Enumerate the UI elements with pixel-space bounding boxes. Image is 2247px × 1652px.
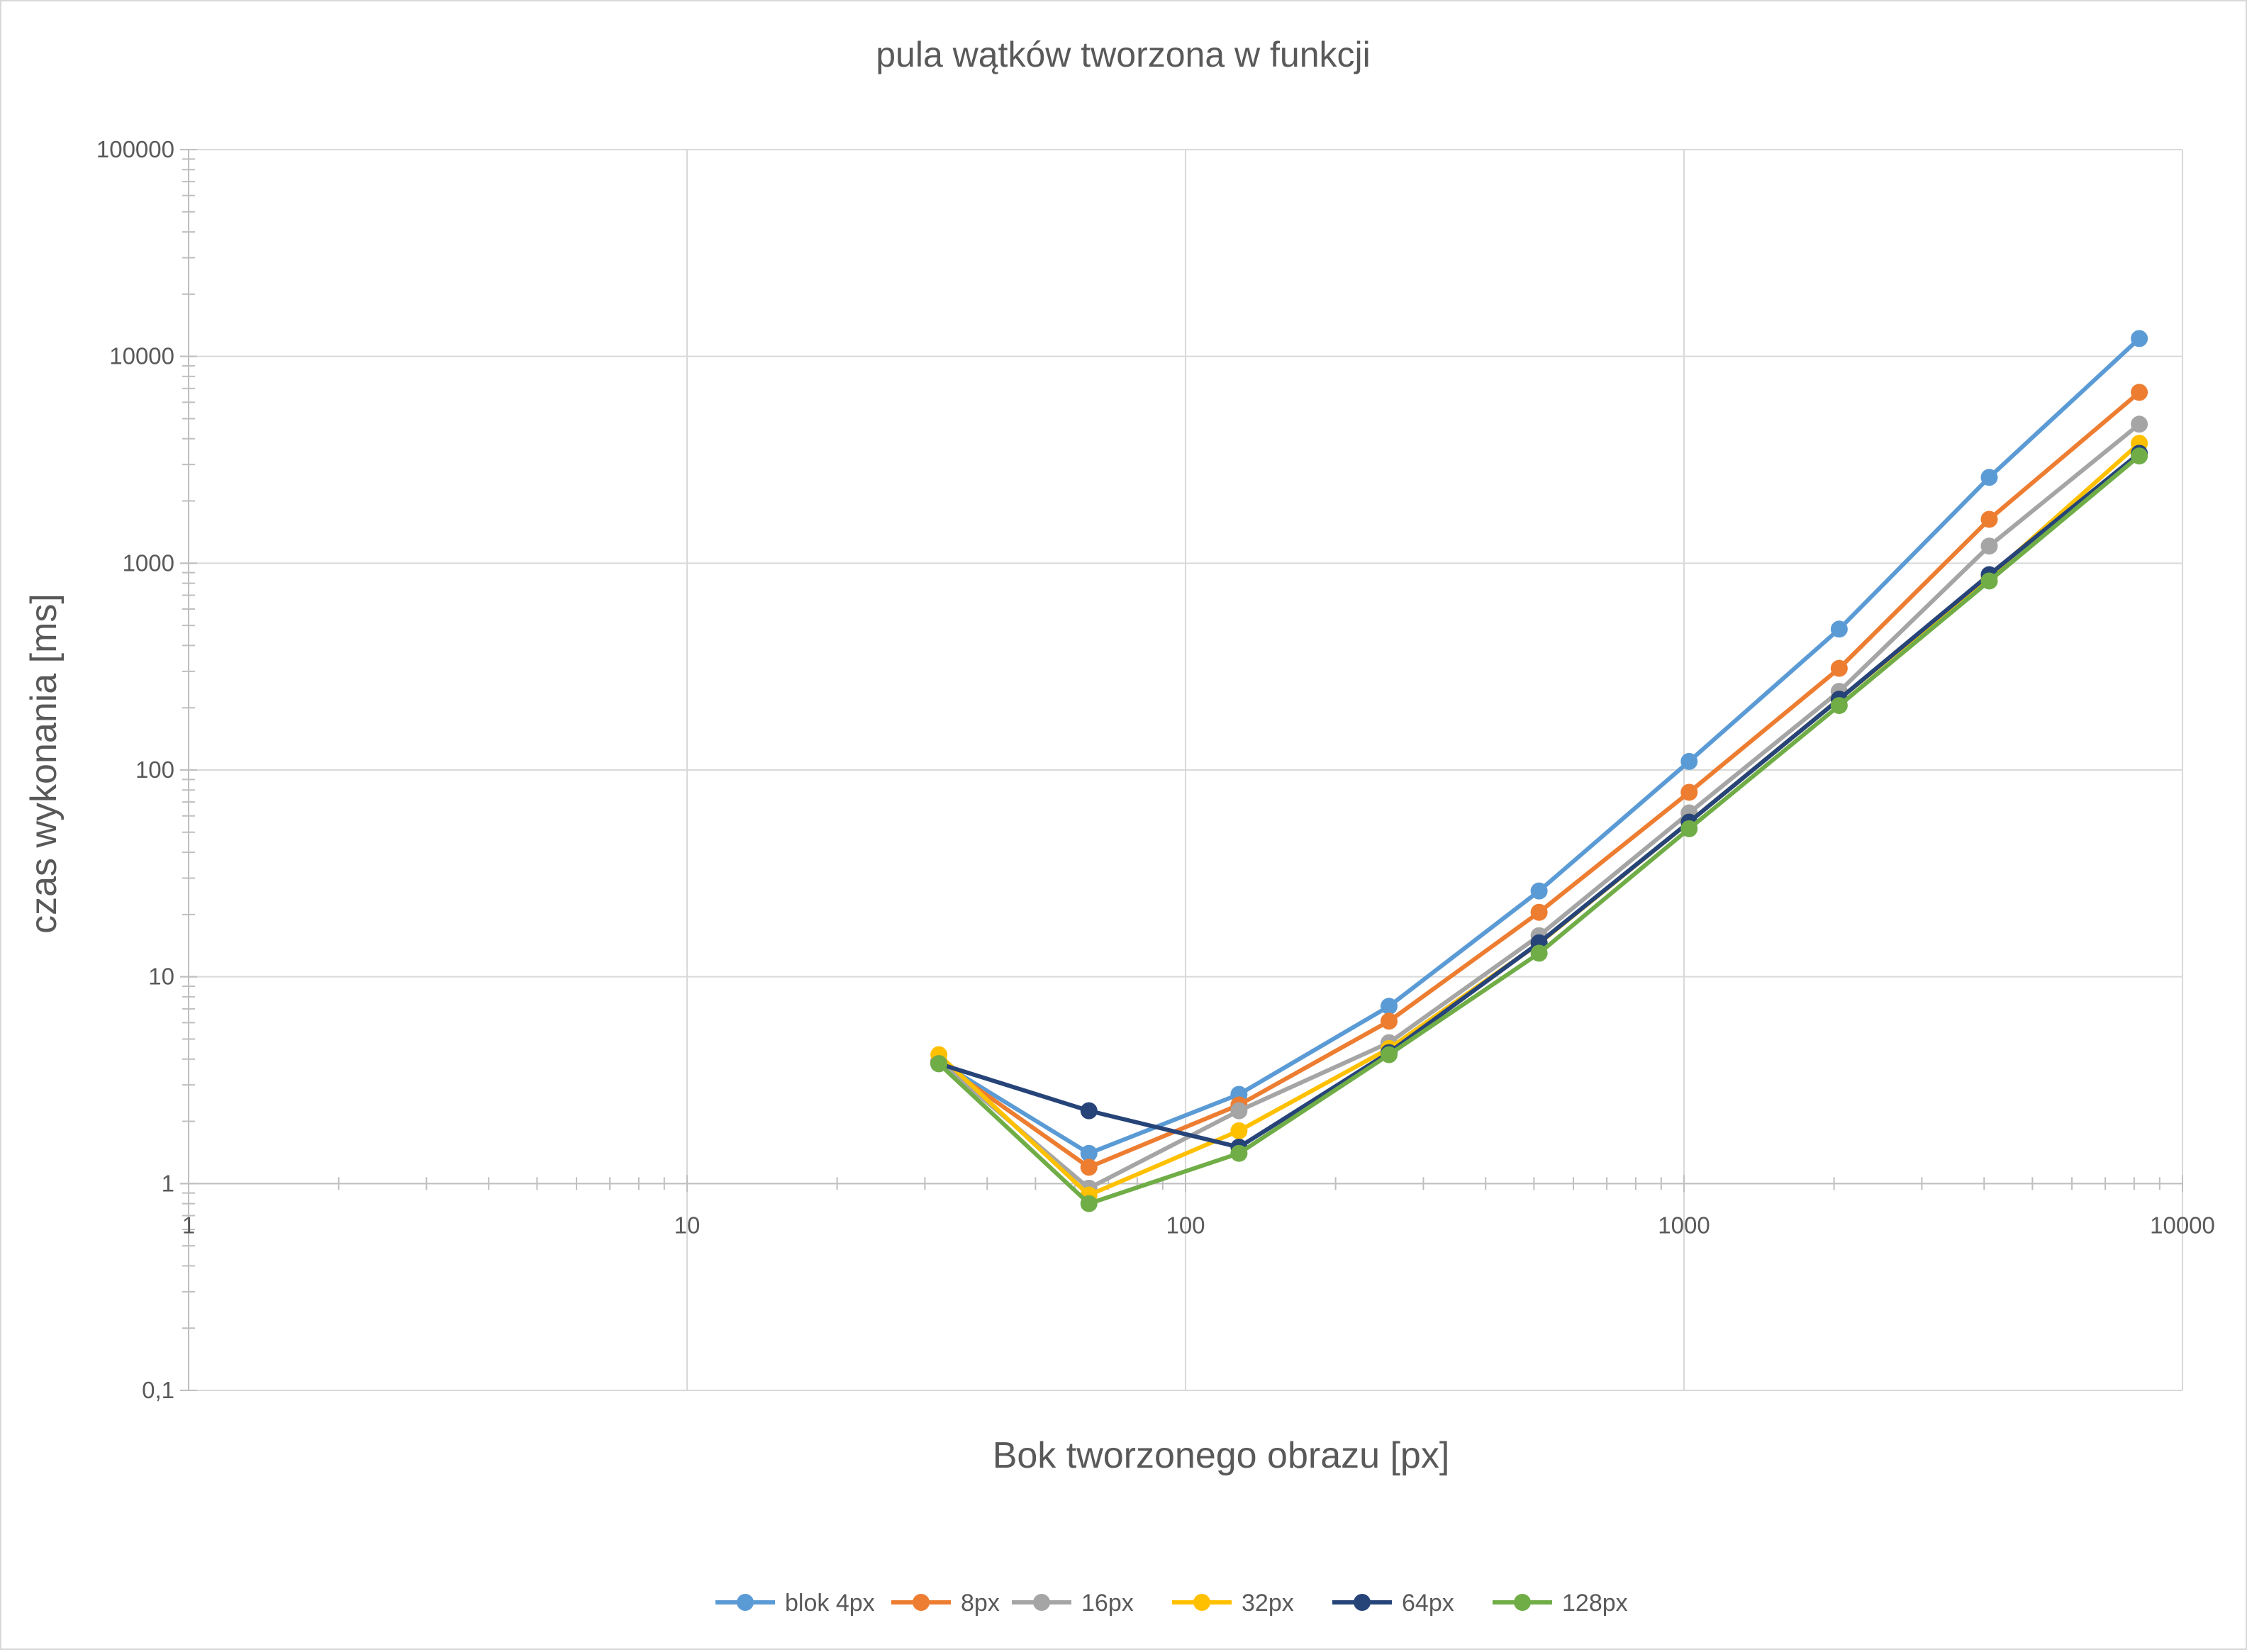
data-point (1530, 882, 1548, 900)
data-point (2131, 415, 2148, 433)
data-point (1830, 697, 1848, 715)
y-tick-label: 100 (135, 757, 174, 783)
y-axis-title: czas wykonania [ms] (23, 593, 65, 934)
legend-item: 8px (891, 1590, 1000, 1617)
data-point (1080, 1102, 1098, 1120)
x-tick-label: 1000 (1658, 1212, 1710, 1238)
legend-marker (1033, 1594, 1050, 1611)
data-point (1080, 1159, 1098, 1176)
y-tick-label: 10000 (109, 343, 174, 369)
series-3 (930, 435, 2148, 1204)
legend: blok 4px 8px 16px 32px 64px 128px (715, 1590, 1628, 1617)
chart-title: pula wątków tworzona w funkcji (876, 35, 1371, 74)
y-tick-labels: 0,1 1 10 100 1000 10000 100000 (96, 136, 174, 1403)
data-point (1830, 620, 1848, 638)
data-point (1680, 783, 1698, 801)
grid (188, 149, 2183, 1391)
legend-label: 8px (961, 1590, 1000, 1617)
axes (180, 149, 2183, 1391)
data-point (1530, 903, 1548, 921)
x-tick-labels: 1 10 100 1000 10000 (182, 1212, 2215, 1238)
data-point (1230, 1144, 1248, 1162)
series-layer (930, 330, 2148, 1212)
data-point (1230, 1122, 1248, 1139)
series-4 (930, 445, 2148, 1156)
data-point (1980, 469, 1998, 486)
data-point (1830, 659, 1848, 677)
legend-marker (1354, 1594, 1371, 1611)
data-point (1680, 752, 1698, 770)
data-point (1980, 510, 1998, 528)
data-point (2131, 330, 2148, 347)
legend-item: 16px (1012, 1590, 1134, 1617)
legend-label: 32px (1242, 1590, 1294, 1617)
data-point (1680, 820, 1698, 837)
data-point (1980, 572, 1998, 590)
series-0 (930, 330, 2148, 1162)
y-tick-label: 1 (162, 1170, 174, 1196)
data-point (1080, 1144, 1098, 1162)
legend-item: 32px (1172, 1590, 1294, 1617)
y-tick-label: 10 (148, 964, 174, 990)
legend-label: 128px (1562, 1590, 1628, 1617)
legend-item: 64px (1332, 1590, 1454, 1617)
x-tick-label: 1 (182, 1212, 195, 1238)
series-line (938, 451, 2141, 1149)
series-line (937, 337, 2141, 1156)
data-point (2131, 384, 2148, 401)
data-point (1530, 944, 1548, 962)
x-tick-label: 10 (674, 1212, 701, 1238)
data-point (1380, 1012, 1398, 1030)
legend-label: 64px (1402, 1590, 1454, 1617)
data-point (2131, 447, 2148, 465)
y-tick-label: 100000 (96, 136, 174, 162)
y-tick-label: 1000 (123, 549, 174, 576)
series-line (937, 454, 2141, 1206)
x-tick-label: 100 (1166, 1212, 1205, 1238)
legend-marker (913, 1594, 930, 1611)
x-tick-label: 10000 (2150, 1212, 2215, 1238)
legend-marker (1193, 1594, 1210, 1611)
y-tick-label: 0,1 (142, 1377, 174, 1403)
data-point (930, 1055, 948, 1073)
legend-item: 128px (1493, 1590, 1628, 1617)
legend-label: blok 4px (785, 1590, 875, 1617)
legend-marker (1514, 1594, 1531, 1611)
series-line (937, 441, 2141, 1198)
data-point (1230, 1102, 1248, 1120)
data-point (1080, 1195, 1098, 1212)
series-5 (930, 447, 2148, 1212)
data-point (1380, 998, 1398, 1015)
data-point (1980, 537, 1998, 555)
legend-marker (737, 1594, 754, 1611)
series-2 (930, 415, 2148, 1197)
series-line (937, 422, 2141, 1190)
legend-label: 16px (1081, 1590, 1134, 1617)
data-point (1380, 1046, 1398, 1064)
x-axis-title: Bok tworzonego obrazu [px] (993, 1435, 1450, 1476)
legend-item: blok 4px (715, 1590, 875, 1617)
